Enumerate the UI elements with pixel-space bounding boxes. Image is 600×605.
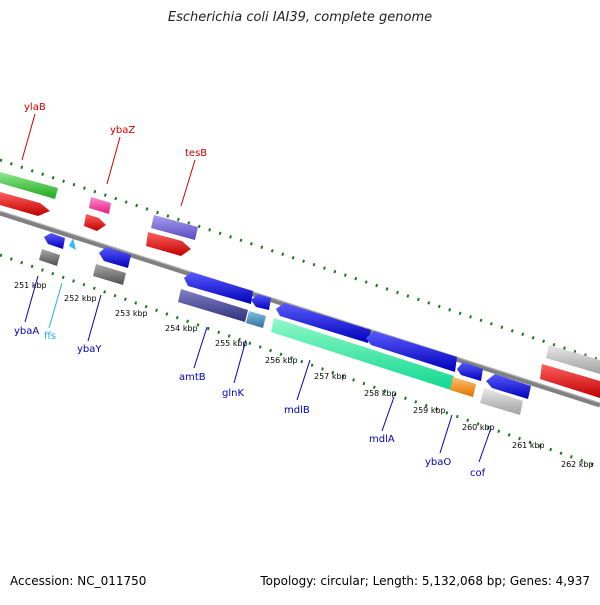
leader-ylaB (21, 113, 36, 161)
gene-cof-arrow (486, 374, 531, 399)
leader-ybaZ (106, 136, 121, 185)
kbp-label-258: 258 kbp (364, 389, 397, 398)
gene-ybaY-arrow (99, 247, 131, 268)
gene-ybaA-arrow (44, 233, 65, 249)
gene-red-arrow-1 (0, 192, 50, 216)
gene-label-glnK: glnK (222, 388, 244, 399)
kbp-label-252: 252 kbp (64, 294, 97, 303)
leader-amtB (193, 326, 208, 369)
inner-tick-track (0, 253, 600, 469)
gene-ybaZ-arrow (89, 197, 111, 214)
gene-mdlB-mint-arrow (271, 318, 454, 390)
inner-tick-line (0, 253, 600, 469)
gene-right-gray-arrow (546, 345, 600, 374)
gene-label-ffs: ffs (44, 331, 56, 342)
gene-labels-top: ylaB ybaZ tesB (24, 102, 207, 159)
top-strand-genes (0, 172, 600, 398)
gene-tesB-arrow (151, 215, 198, 240)
leader-tesB (180, 159, 196, 207)
kbp-label-257: 257 kbp (314, 372, 347, 381)
gene-label-ybaO: ybaO (425, 457, 451, 468)
leader-mdlA (381, 396, 395, 432)
gene-glnK-teal-arrow (246, 311, 266, 328)
leader-ybaA (24, 275, 39, 323)
gene-ybaY-gray-arrow (93, 264, 126, 285)
gene-label-cof: cof (470, 468, 486, 479)
gene-mdlA-arrow (366, 331, 457, 372)
kbp-label-251: 251 kbp (14, 281, 47, 290)
leader-cof (478, 427, 492, 463)
map-title: Escherichia coli IAI39, complete genome (167, 10, 433, 25)
gene-ybaZ-red-arrow (84, 214, 106, 231)
gene-leader-lines (21, 113, 492, 463)
gene-label-tesB: tesB (185, 148, 207, 159)
accession-label: Accession: NC_011750 (10, 574, 147, 588)
gene-amtB-navy-arrow (178, 289, 248, 322)
gene-ybaA-gray-arrow (39, 249, 60, 266)
gene-mdlB-arrow (276, 303, 371, 343)
kbp-label-262: 262 kbp (561, 460, 594, 469)
gene-amtB-arrow (184, 272, 253, 304)
kbp-label-253: 253 kbp (115, 309, 148, 318)
kbp-label-254: 254 kbp (165, 324, 198, 333)
gene-glnK-arrow (251, 294, 271, 310)
gene-label-mdlA: mdlA (369, 434, 395, 445)
gene-ybaO-arrow (457, 362, 483, 381)
leader-mdlB (296, 359, 311, 401)
gene-labels-bottom: ybaA ffs ybaY amtB glnK mdlB mdlA ybaO c… (14, 326, 486, 479)
gene-label-ybaA: ybaA (14, 326, 39, 337)
gene-label-ybaY: ybaY (77, 344, 102, 355)
kbp-label-256: 256 kbp (265, 356, 298, 365)
kbp-labels: 251 kbp 252 kbp 253 kbp 254 kbp 255 kbp … (14, 281, 594, 469)
gene-cof-gray-arrow (480, 388, 523, 415)
gene-ybaO-orange-arrow (450, 377, 476, 397)
gene-ffs-arrow (69, 238, 76, 250)
topology-label: Topology: circular; Length: 5,132,068 bp… (260, 574, 590, 588)
gene-right-red-arrow (540, 364, 600, 398)
leader-ffs (48, 282, 63, 329)
leader-glnK (233, 339, 247, 384)
leader-ybaO (439, 414, 453, 454)
gene-label-mdlB: mdlB (284, 405, 310, 416)
gene-label-amtB: amtB (179, 372, 206, 383)
gene-ylaB-arrow (0, 172, 58, 199)
kbp-label-261: 261 kbp (512, 441, 545, 450)
kbp-label-259: 259 kbp (413, 406, 446, 415)
gene-label-ybaZ: ybaZ (110, 125, 135, 136)
bottom-strand-genes (39, 233, 531, 415)
kbp-label-260: 260 kbp (462, 423, 495, 432)
gene-tesB-red-arrow (146, 232, 191, 256)
leader-ybaY (87, 294, 102, 342)
kbp-label-255: 255 kbp (215, 339, 248, 348)
gene-label-ylaB: ylaB (24, 102, 46, 113)
